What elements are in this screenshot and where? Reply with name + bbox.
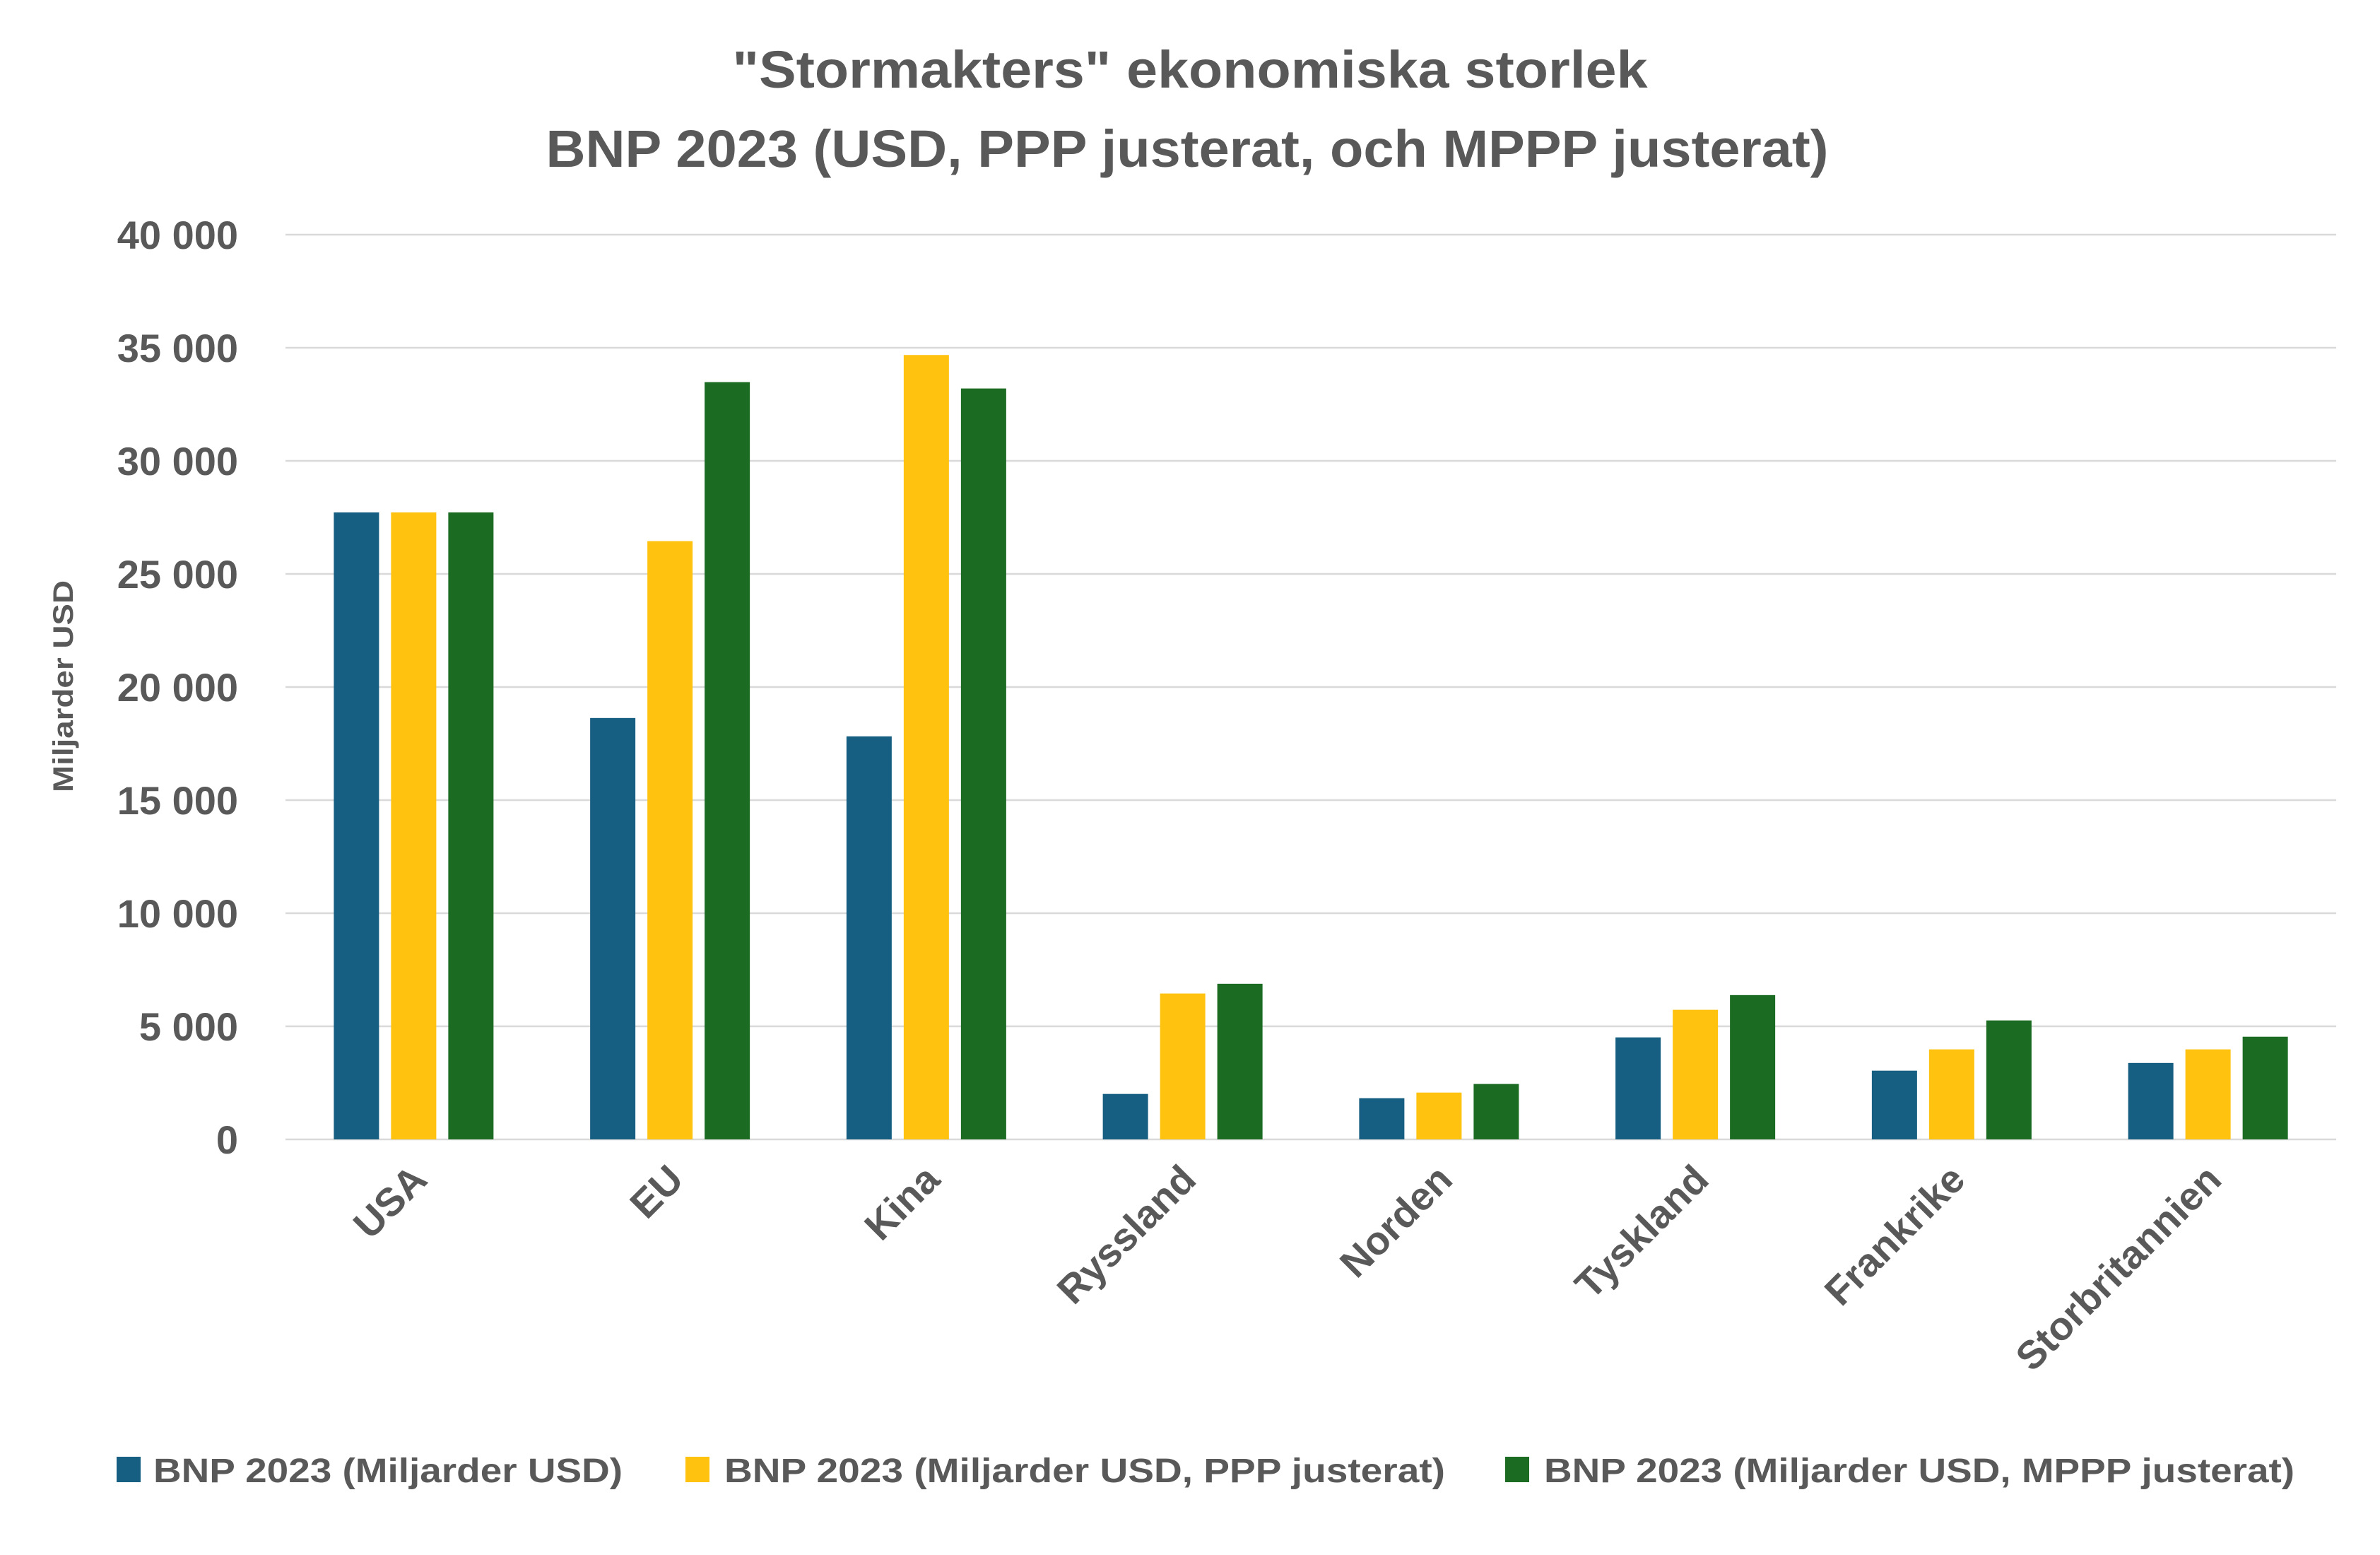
y-axis-label: Miljarder USD [48,580,79,792]
bar [705,382,750,1139]
y-axis-ticks: 0 5 000 10 000 15 000 20 000 25 000 30 000 35 0… [117,213,238,1162]
y-tick-label: 25 000 [117,552,238,597]
legend: BNP 2023 (Miljarder USD) BNP 2023 (Miljar… [117,1453,2294,1490]
bar [2242,1036,2288,1139]
y-tick-label: 40 000 [117,213,238,257]
legend-swatch [117,1457,141,1482]
bar [647,541,693,1139]
y-tick-label: 35 000 [117,326,238,370]
bar [1416,1092,1462,1139]
bar [1928,1049,1974,1139]
bar [1473,1084,1519,1139]
bar [2128,1062,2174,1139]
bar [1673,1009,1719,1139]
bar [1217,983,1263,1139]
bar [1359,1098,1405,1139]
y-tick-label: 15 000 [117,778,238,823]
bars [334,355,2288,1139]
bar [334,512,379,1139]
bar [1102,1093,1148,1139]
bar [590,717,636,1139]
bar-group-norden [1359,1084,1519,1139]
legend-item: BNP 2023 (Miljarder USD, MPPP justerat) [1505,1453,2294,1490]
bar [2185,1049,2231,1139]
bar-group-eu [590,382,750,1139]
legend-swatch [1505,1457,1529,1482]
bar [846,736,892,1139]
bar-group-tyskland [1615,994,1776,1139]
legend-swatch [685,1457,709,1482]
chart-title-line-2: BNP 2023 (USD, PPP justerat, och MPPP ju… [546,119,1829,178]
legend-item: BNP 2023 (Miljarder USD, PPP justerat) [685,1453,1445,1490]
legend-label: BNP 2023 (Miljarder USD, MPPP justerat) [1544,1453,2294,1490]
y-tick-label: 0 [216,1117,238,1162]
bar-group-usa [334,512,494,1139]
bar [1986,1020,2032,1139]
y-tick-label: 10 000 [117,891,238,936]
bar-group-kina [846,355,1006,1139]
bar [1160,993,1206,1139]
bar-group-ryssland [1102,983,1263,1139]
legend-label: BNP 2023 (Miljarder USD) [153,1453,623,1490]
legend-item: BNP 2023 (Miljarder USD) [117,1453,623,1490]
bar [960,388,1006,1139]
legend-label: BNP 2023 (Miljarder USD, PPP justerat) [724,1453,1445,1490]
bar [903,355,949,1139]
bar [1871,1070,1917,1139]
bar [448,512,494,1139]
bar [391,512,437,1139]
bar [1615,1037,1661,1139]
chart-title-line-1: "Stormakters" ekonomiska storlek [733,40,1649,99]
y-tick-label: 20 000 [117,665,238,710]
bar-group-storbritannien [2128,1036,2288,1139]
y-tick-label: 30 000 [117,439,238,483]
y-tick-label: 5 000 [139,1004,238,1049]
bar-group-frankrike [1871,1020,2032,1139]
bar [1730,994,1776,1139]
